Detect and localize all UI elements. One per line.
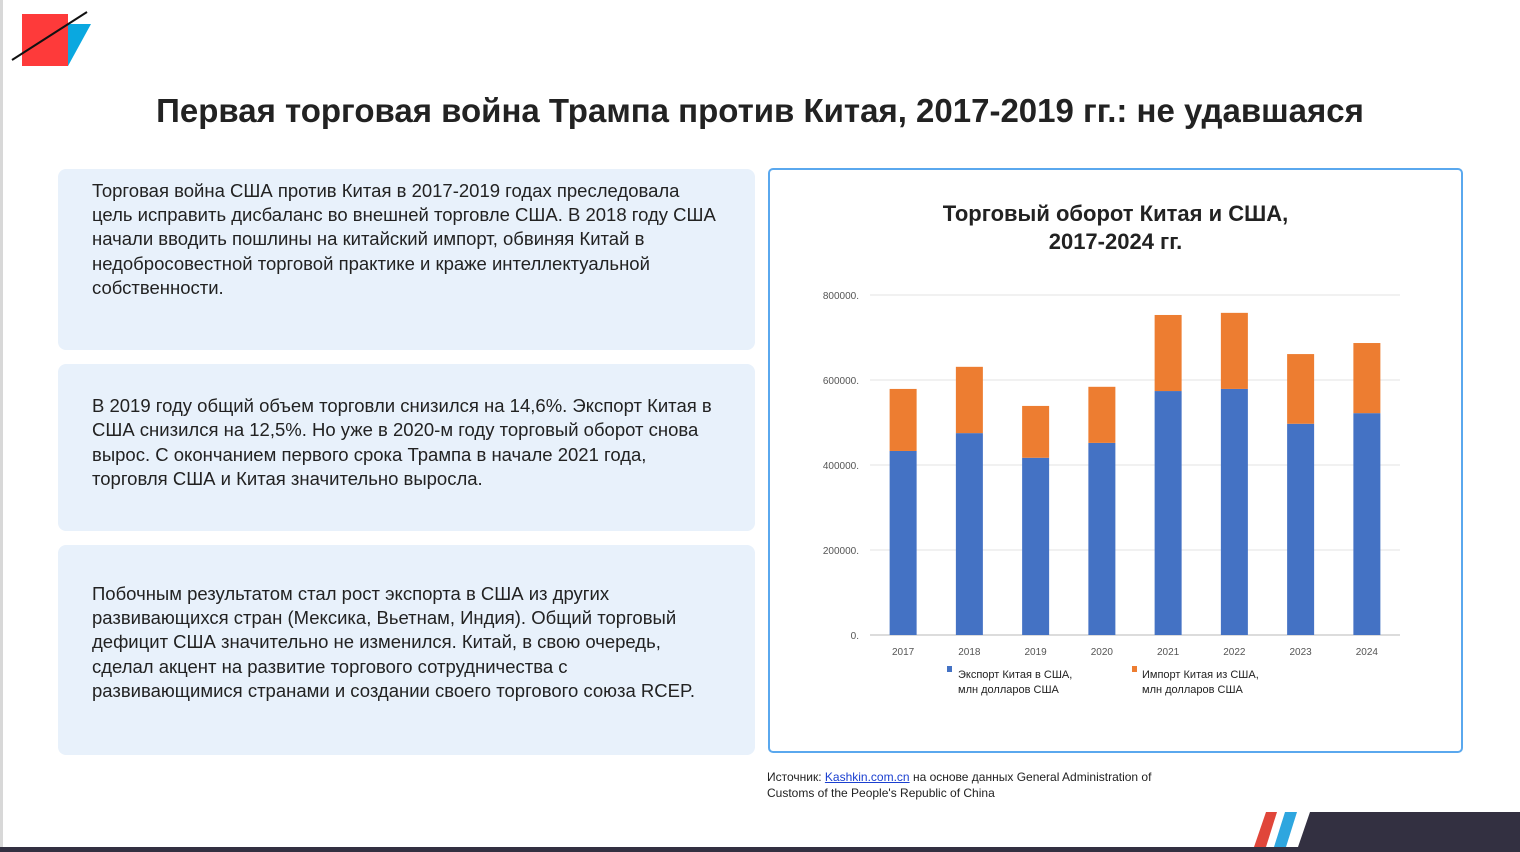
x-tick-label: 2018: [958, 647, 981, 658]
source-link[interactable]: Kashkin.com.cn: [824, 770, 910, 784]
y-tick-label: 400000.: [823, 461, 859, 472]
left-border: [0, 0, 3, 852]
bar-export-2018: [955, 433, 983, 635]
card-text: Побочным результатом стал рост экспорта …: [92, 582, 696, 701]
bar-export-2023: [1287, 423, 1315, 635]
footer-bar: [0, 847, 1520, 852]
x-tick-label: 2021: [1157, 647, 1180, 658]
bar-export-2022: [1220, 388, 1248, 635]
bar-import-2017: [889, 388, 917, 451]
bar-import-2019: [1022, 405, 1050, 458]
x-tick-label: 2022: [1223, 647, 1246, 658]
chart-title-line2: 2017-2024 гг.: [1048, 229, 1183, 254]
legend-swatch-export: [947, 666, 952, 672]
page-title: Первая торговая война Трампа против Кита…: [156, 92, 1364, 129]
y-tick-label: 800000.: [823, 291, 859, 302]
bar-export-2017: [889, 450, 917, 635]
text-card-3: Побочным результатом стал рост экспорта …: [58, 545, 755, 755]
text-card-2: В 2019 году общий объем торговли снизилс…: [58, 364, 755, 531]
chart-title-line1: Торговый оборот Китая и США,: [942, 201, 1289, 226]
x-tick-label: 2019: [1025, 647, 1048, 658]
legend-import: Импорт Китая из США, млн долларов США: [1142, 668, 1259, 698]
bar-import-2024: [1353, 343, 1381, 414]
source-suffix: на основе данных General Administration …: [767, 770, 1152, 800]
chart-title: Торговый оборот Китая и США, 2017-2024 гг…: [768, 200, 1463, 256]
legend-label: Экспорт Китая в США,: [958, 669, 1073, 681]
legend-export: Экспорт Китая в США, млн долларов США: [958, 668, 1072, 698]
x-tick-label: 2023: [1290, 647, 1313, 658]
x-tick-label: 2024: [1356, 647, 1379, 658]
bar-import-2022: [1220, 312, 1248, 389]
legend-swatch-import: [1132, 666, 1137, 672]
x-tick-label: 2017: [892, 647, 915, 658]
legend-label: Импорт Китая из США,: [1142, 669, 1259, 681]
y-tick-label: 600000.: [823, 376, 859, 387]
legend-label: млн долларов США: [958, 684, 1059, 696]
card-text: В 2019 году общий объем торговли снизилс…: [92, 394, 712, 489]
chart-frame: [768, 168, 1463, 753]
bar-import-2021: [1154, 314, 1182, 392]
y-tick-label: 0.: [851, 631, 859, 642]
x-tick-label: 2020: [1091, 647, 1114, 658]
text-card-1: Торговая война США против Китая в 2017-2…: [58, 169, 755, 350]
bar-import-2020: [1088, 386, 1116, 443]
logo: [11, 11, 91, 66]
source-note: Источник: Kashkin.com.cn на основе данны…: [767, 769, 1197, 801]
card-text: Торговая война США против Китая в 2017-2…: [92, 179, 716, 298]
bar-export-2020: [1088, 442, 1116, 635]
bar-export-2021: [1154, 391, 1182, 635]
legend-label: млн долларов США: [1142, 684, 1243, 696]
bar-import-2018: [955, 366, 983, 434]
bar-export-2019: [1022, 457, 1050, 635]
source-prefix: Источник:: [767, 770, 825, 784]
footer-decoration: [1254, 812, 1520, 847]
bar-export-2024: [1353, 413, 1381, 635]
y-tick-label: 200000.: [823, 546, 859, 557]
bar-import-2023: [1287, 354, 1315, 424]
